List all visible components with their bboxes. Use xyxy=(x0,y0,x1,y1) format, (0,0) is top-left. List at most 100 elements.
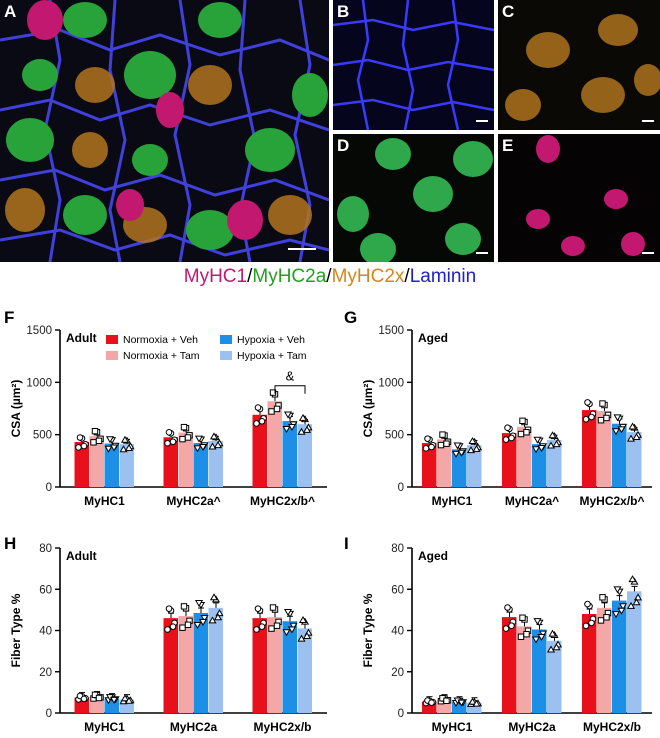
bar xyxy=(178,616,193,713)
data-point xyxy=(618,603,628,611)
data-point xyxy=(258,417,266,425)
y-tick-label: 1500 xyxy=(378,325,404,337)
bar xyxy=(547,439,562,487)
y-tick-label: 500 xyxy=(33,430,52,442)
bar xyxy=(422,443,437,487)
data-point xyxy=(95,694,103,702)
significance-mark: & xyxy=(286,369,295,384)
bar xyxy=(119,444,134,487)
legend-label: Hypoxia + Tam xyxy=(237,350,307,362)
micrograph-laminin: B xyxy=(333,0,494,130)
data-point xyxy=(437,441,445,449)
panel-label-g: G xyxy=(344,308,357,327)
data-point xyxy=(198,618,208,626)
data-point xyxy=(184,434,192,441)
data-point xyxy=(253,420,260,427)
bar xyxy=(597,607,612,713)
data-point xyxy=(287,423,297,431)
data-point xyxy=(508,434,515,442)
data-point xyxy=(76,434,84,441)
data-point xyxy=(169,623,177,630)
data-point xyxy=(269,604,277,611)
data-point xyxy=(611,428,621,436)
data-point xyxy=(209,432,219,440)
data-point xyxy=(193,445,202,453)
data-point xyxy=(603,414,610,422)
scale-bar xyxy=(642,120,654,122)
data-point xyxy=(194,435,204,443)
stain-myhc2x: MyHC2x xyxy=(331,266,405,287)
data-point xyxy=(165,429,173,436)
data-point xyxy=(588,619,595,627)
panel-label-h: H xyxy=(4,534,16,553)
data-point xyxy=(504,604,511,611)
panel-label-b: B xyxy=(337,2,350,21)
x-tick-label: MyHC2x/b xyxy=(253,720,311,734)
data-point xyxy=(443,697,450,705)
panel-label-f: F xyxy=(4,308,14,327)
panel-label-e: E xyxy=(502,136,514,155)
y-tick-label: 60 xyxy=(391,584,404,596)
y-axis-label: Fiber Type % xyxy=(361,593,375,667)
data-point xyxy=(617,607,626,615)
data-point xyxy=(502,625,510,632)
data-point xyxy=(164,439,171,447)
data-point xyxy=(180,603,188,610)
data-point xyxy=(302,425,312,433)
data-point xyxy=(297,634,306,642)
stain-laminin: Laminin xyxy=(409,266,477,287)
y-tick-label: 80 xyxy=(39,543,52,555)
y-tick-label: 1500 xyxy=(26,325,52,337)
data-point xyxy=(119,445,128,453)
y-axis-label: CSA (µm²) xyxy=(361,380,375,438)
data-point xyxy=(546,645,556,653)
laminin-image xyxy=(333,0,494,130)
data-point xyxy=(213,613,223,621)
data-point xyxy=(283,411,293,419)
bar xyxy=(532,629,547,713)
legend-swatch xyxy=(220,335,232,344)
data-point xyxy=(504,424,511,432)
data-point xyxy=(453,442,462,450)
data-point xyxy=(169,438,177,446)
data-point xyxy=(502,436,510,443)
data-point xyxy=(194,599,204,607)
data-point xyxy=(198,443,208,451)
data-point xyxy=(523,630,530,638)
bar xyxy=(297,424,312,487)
chart-title: Adult xyxy=(66,549,97,563)
data-point xyxy=(200,614,209,622)
data-point xyxy=(164,626,171,633)
myhc2x-image xyxy=(498,0,660,130)
data-point xyxy=(548,431,557,439)
legend-label: Normoxia + Tam xyxy=(123,350,200,362)
data-point xyxy=(268,408,275,415)
data-point xyxy=(289,622,298,630)
data-point xyxy=(519,417,526,424)
data-point xyxy=(443,440,450,447)
data-point xyxy=(599,400,606,407)
x-tick-label: MyHC2a xyxy=(170,720,218,734)
myhc1-image xyxy=(498,134,660,262)
data-point xyxy=(548,629,557,637)
data-point xyxy=(537,633,546,641)
data-point xyxy=(617,426,626,434)
data-point xyxy=(180,423,188,431)
data-point xyxy=(626,601,636,609)
x-tick-label: MyHC2x/b xyxy=(583,720,641,734)
bar xyxy=(597,411,612,487)
data-point xyxy=(582,416,590,423)
x-tick-label: MyHC2a^ xyxy=(505,494,559,508)
y-tick-label: 0 xyxy=(398,482,404,494)
stain-legend: MyHC1/MyHC2a/MyHC2x/Laminin xyxy=(0,266,660,288)
legend-label: Hypoxia + Veh xyxy=(237,334,305,346)
data-point xyxy=(468,697,477,705)
bar xyxy=(502,433,517,487)
data-point xyxy=(552,643,561,651)
data-point xyxy=(552,440,561,448)
data-point xyxy=(208,442,217,450)
data-point xyxy=(422,445,430,452)
legend-label: Normoxia + Veh xyxy=(123,334,198,346)
x-tick-label: MyHC1 xyxy=(84,494,125,508)
data-point xyxy=(457,699,466,707)
